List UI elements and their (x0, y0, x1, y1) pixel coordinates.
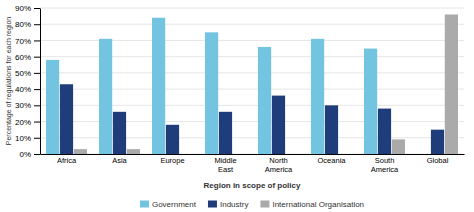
axis-line (41, 154, 465, 155)
tick-label: 0% (19, 150, 31, 159)
axis-line (40, 9, 41, 155)
bar (233, 154, 246, 155)
tick-label: 20% (15, 118, 31, 127)
plot-area: 0% 10% 20% 30% 40% 50% 60% 70% 80% 90% Africa Asia E… (15, 4, 465, 174)
tick-label: 10% (15, 134, 31, 143)
tick-label: Oceania (318, 156, 347, 165)
tick-mark (34, 8, 40, 9)
legend-label: International Organisation (272, 200, 364, 209)
bar (113, 112, 126, 154)
tick-mark (34, 24, 40, 25)
tick-label: MiddleEast (214, 156, 236, 174)
tick-mark (34, 73, 40, 74)
bar (339, 154, 352, 155)
tick: 60% (15, 53, 40, 62)
tick-label: Global (427, 156, 449, 165)
bar-series (60, 84, 444, 154)
tick-mark (34, 40, 40, 41)
tick-label: 60% (15, 53, 31, 62)
bar (286, 154, 299, 155)
tick-label: 30% (15, 101, 31, 110)
tick-label: Europe (160, 156, 184, 165)
tick-mark (34, 105, 40, 106)
tick: 50% (15, 69, 40, 78)
y-axis: 0% 10% 20% 30% 40% 50% 60% 70% 80% 90% (15, 4, 41, 159)
legend-swatch (140, 201, 149, 208)
tick-label: Africa (57, 156, 77, 165)
legend: Government Industry International Organisa… (140, 200, 364, 209)
bar (99, 39, 112, 154)
x-axis: Africa Asia Europe MiddleEast NorthAmerica Oc… (41, 155, 465, 174)
tick: 80% (15, 20, 40, 29)
bar (46, 60, 59, 154)
legend-swatch (208, 201, 217, 208)
legend-item: Government (140, 200, 197, 209)
tick-mark (34, 89, 40, 90)
bar (325, 105, 338, 154)
tick: 40% (15, 85, 40, 94)
bar (152, 18, 165, 154)
bar (311, 39, 324, 154)
tick: 20% (15, 118, 40, 127)
bar-series (74, 14, 458, 154)
tick: 90% (15, 4, 40, 13)
bar (417, 154, 430, 155)
bar (445, 14, 458, 154)
bar (431, 130, 444, 154)
bar (205, 32, 218, 154)
tick: SouthAmerica (371, 156, 399, 174)
bar (378, 109, 391, 154)
bar (392, 139, 405, 154)
tick-label: NorthAmerica (265, 156, 293, 174)
legend-item: International Organisation (260, 200, 364, 209)
bar (258, 47, 271, 154)
tick-mark (34, 138, 40, 139)
tick: Oceania (318, 156, 347, 165)
bar (180, 154, 193, 155)
legend-swatch (260, 201, 269, 208)
bar (74, 149, 87, 154)
tick: NorthAmerica (265, 156, 293, 174)
tick: MiddleEast (214, 156, 236, 174)
tick: Global (427, 156, 449, 165)
tick-mark (34, 57, 40, 58)
legend-label: Industry (220, 200, 248, 209)
tick-label: 50% (15, 69, 31, 78)
bar (272, 96, 285, 154)
legend-label: Government (152, 200, 197, 209)
tick-label: Asia (112, 156, 127, 165)
chart: 0% 10% 20% 30% 40% 50% 60% 70% 80% 90% Africa Asia E… (0, 0, 474, 212)
tick-label: 90% (15, 4, 31, 13)
tick: Asia (112, 156, 127, 165)
bar (166, 125, 179, 154)
tick-label: 80% (15, 20, 31, 29)
x-axis-title: Region in scope of policy (204, 181, 301, 190)
tick: Europe (160, 156, 184, 165)
y-axis-title: Percentage of regulations for each regio… (5, 17, 13, 146)
grid (40, 8, 464, 154)
bar (219, 112, 232, 154)
legend-item: Industry (208, 200, 248, 209)
tick: 70% (15, 37, 40, 46)
tick: 0% (19, 150, 40, 159)
tick-mark (34, 122, 40, 123)
grid-line (40, 8, 464, 9)
bar (364, 49, 377, 154)
tick: 10% (15, 134, 40, 143)
bar (60, 84, 73, 154)
tick: Africa (57, 156, 77, 165)
tick-label: SouthAmerica (371, 156, 399, 174)
grid-line (40, 24, 464, 25)
tick-mark (34, 154, 40, 155)
bar (127, 149, 140, 154)
bar-series (46, 18, 377, 154)
bars (46, 14, 458, 154)
tick-label: 40% (15, 85, 31, 94)
tick-label: 70% (15, 37, 31, 46)
tick: 30% (15, 101, 40, 110)
